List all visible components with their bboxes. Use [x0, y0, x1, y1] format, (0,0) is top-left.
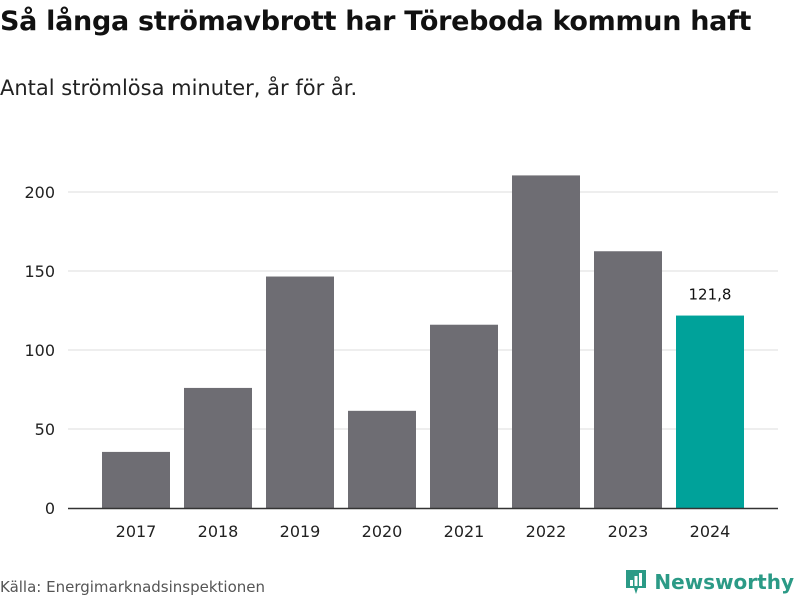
bar-2022	[512, 175, 580, 508]
brand-logo[interactable]: Newsworthy	[624, 568, 794, 596]
x-tick-label-2021: 2021	[444, 522, 485, 541]
bar-2017	[102, 451, 170, 508]
bar-2021	[430, 324, 498, 508]
bar-2023	[594, 251, 662, 508]
bar-2024	[676, 315, 744, 508]
chart-title: Så långa strömavbrott har Töreboda kommu…	[0, 6, 752, 37]
x-tick-label-2018: 2018	[198, 522, 239, 541]
x-tick-label-2024: 2024	[690, 522, 731, 541]
bar-2018	[184, 387, 252, 508]
y-tick-label-200: 200	[24, 183, 55, 202]
x-tick-label-2020: 2020	[362, 522, 403, 541]
x-tick-label-2017: 2017	[116, 522, 157, 541]
y-tick-label-0: 0	[45, 499, 55, 518]
bar-2019	[266, 276, 334, 508]
y-tick-label-100: 100	[24, 341, 55, 360]
y-tick-label-50: 50	[35, 420, 55, 439]
newsworthy-logo-icon	[626, 570, 647, 594]
y-tick-label-150: 150	[24, 262, 55, 281]
x-tick-label-2022: 2022	[526, 522, 567, 541]
x-tick-label-2019: 2019	[280, 522, 321, 541]
data-label-2024: 121,8	[689, 286, 732, 304]
source-note: Källa: Energimarknadsinspektionen	[0, 578, 266, 596]
chart-subtitle: Antal strömlösa minuter, år för år.	[0, 76, 358, 100]
brand-name: Newsworthy	[654, 570, 794, 594]
bar-2020	[348, 410, 416, 508]
x-tick-label-2023: 2023	[608, 522, 649, 541]
